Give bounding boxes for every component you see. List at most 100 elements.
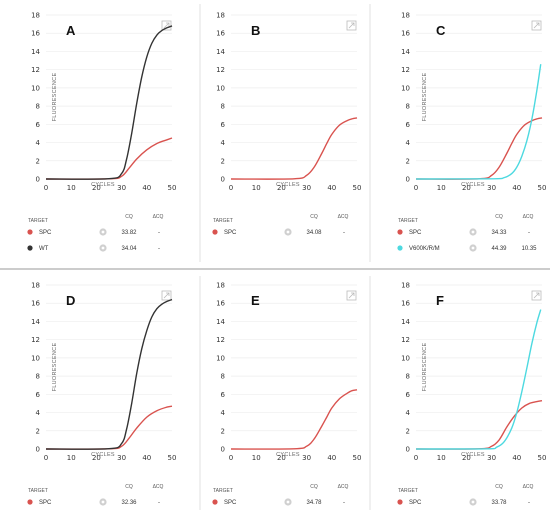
x-tick-label: 20 [462,184,471,192]
expand-icon[interactable] [161,20,172,31]
expand-icon-arrow[interactable] [163,22,170,29]
expand-icon-frame[interactable] [346,20,357,31]
gear-icon[interactable] [284,228,292,236]
expand-icon-arrow[interactable] [533,292,540,299]
expand-icon-arrow[interactable] [348,22,355,29]
expand-icon-frame[interactable] [161,290,172,301]
y-tick-label: 16 [31,30,40,38]
panel-c: 0 2 4 6 8 10 12 14 16 18 0 10 20 30 40 50 CYCLES FLUORESC… [397,12,546,252]
y-tick-label: 2 [36,427,40,435]
expand-icon[interactable] [531,20,542,31]
x-tick-label: 50 [353,454,362,462]
x-tick-label: 10 [252,454,261,462]
table-target: SPC [39,230,52,236]
expand-icon[interactable] [346,290,357,301]
x-tick-label: 10 [67,454,76,462]
x-tick-label: 10 [437,184,446,192]
expand-icon-arrow[interactable] [348,292,355,299]
series-line-1 [230,389,358,450]
y-tick-label: 6 [406,121,411,129]
expand-icon-arrow[interactable] [163,292,170,299]
gear-icon-inner[interactable] [101,230,105,234]
expand-icon[interactable] [531,290,542,301]
y-tick-label: 18 [31,12,40,20]
panel-letter: E [251,293,260,308]
series-line-2 [45,298,173,450]
gear-icon-inner[interactable] [101,246,105,250]
x-tick-label: 40 [327,454,336,462]
x-tick-label: 50 [168,184,177,192]
y-tick-label: 12 [216,336,225,344]
y-tick-label: 16 [31,300,40,308]
y-tick-label: 12 [216,66,225,74]
table-target: SPC [224,230,237,236]
x-tick-label: 20 [277,454,286,462]
gear-icon-inner[interactable] [286,230,290,234]
legend-dot [212,499,218,505]
gear-icon[interactable] [99,244,107,252]
gear-icon[interactable] [284,498,292,506]
expand-icon-frame[interactable] [346,290,357,301]
table-cq: 44.39 [491,246,507,252]
table-dcq: - [343,230,345,236]
table-header-cq: CQ [495,214,503,220]
table-dcq: 10.35 [521,246,537,252]
expand-icon-arrow[interactable] [533,22,540,29]
x-tick-label: 50 [538,454,547,462]
gear-icon-inner[interactable] [471,230,475,234]
x-tick-label: 20 [92,454,101,462]
y-tick-label: 12 [401,336,410,344]
gear-icon-inner[interactable] [101,500,105,504]
y-tick-label: 8 [406,103,410,111]
y-tick-label: 16 [401,30,410,38]
y-tick-label: 10 [31,354,40,362]
gear-icon[interactable] [99,228,107,236]
panel-letter: F [436,293,444,308]
table-target: SPC [39,500,52,506]
y-tick-label: 8 [221,103,225,111]
series-line-1 [45,137,173,180]
y-tick-label: 0 [221,176,225,184]
y-tick-label: 0 [221,446,225,454]
gear-icon-inner[interactable] [471,246,475,250]
panel-letter: A [66,23,76,38]
x-tick-label: 0 [44,184,48,192]
x-tick-label: 30 [487,184,496,192]
gear-icon[interactable] [469,228,477,236]
y-tick-label: 4 [221,139,226,147]
y-tick-label: 10 [401,84,410,92]
legend-dot [397,229,403,235]
panel-b: 0 2 4 6 8 10 12 14 16 18 0 10 20 30 40 50 CYCLES B TARGET C… [212,12,361,236]
expand-icon-frame[interactable] [161,20,172,31]
expand-icon-frame[interactable] [531,20,542,31]
gear-icon[interactable] [469,498,477,506]
x-tick-label: 10 [67,184,76,192]
y-tick-label: 18 [216,12,225,20]
gear-icon-inner[interactable] [286,500,290,504]
gear-icon[interactable] [469,244,477,252]
y-tick-label: 4 [36,139,41,147]
x-tick-label: 20 [92,184,101,192]
y-axis-label: FLUORESCENCE [422,343,428,392]
x-tick-label: 40 [142,454,151,462]
expand-icon[interactable] [346,20,357,31]
y-tick-label: 0 [36,446,40,454]
expand-icon-frame[interactable] [531,290,542,301]
y-tick-label: 12 [401,66,410,74]
x-tick-label: 20 [462,454,471,462]
panel-f: 0 2 4 6 8 10 12 14 16 18 0 10 20 30 40 50 CYCLES FLUORESC… [397,282,547,506]
y-tick-label: 8 [36,373,40,381]
gear-icon[interactable] [99,498,107,506]
gear-icon-inner[interactable] [471,500,475,504]
y-tick-label: 2 [221,427,225,435]
x-tick-label: 30 [302,454,311,462]
expand-icon[interactable] [161,290,172,301]
x-tick-label: 40 [512,184,521,192]
x-tick-label: 30 [117,454,126,462]
table-header-target: TARGET [398,488,418,494]
y-tick-label: 18 [31,282,40,290]
table-header-cq: CQ [310,214,318,220]
y-tick-label: 6 [406,391,411,399]
table-header-target: TARGET [28,488,48,494]
series-line-1 [415,117,543,180]
